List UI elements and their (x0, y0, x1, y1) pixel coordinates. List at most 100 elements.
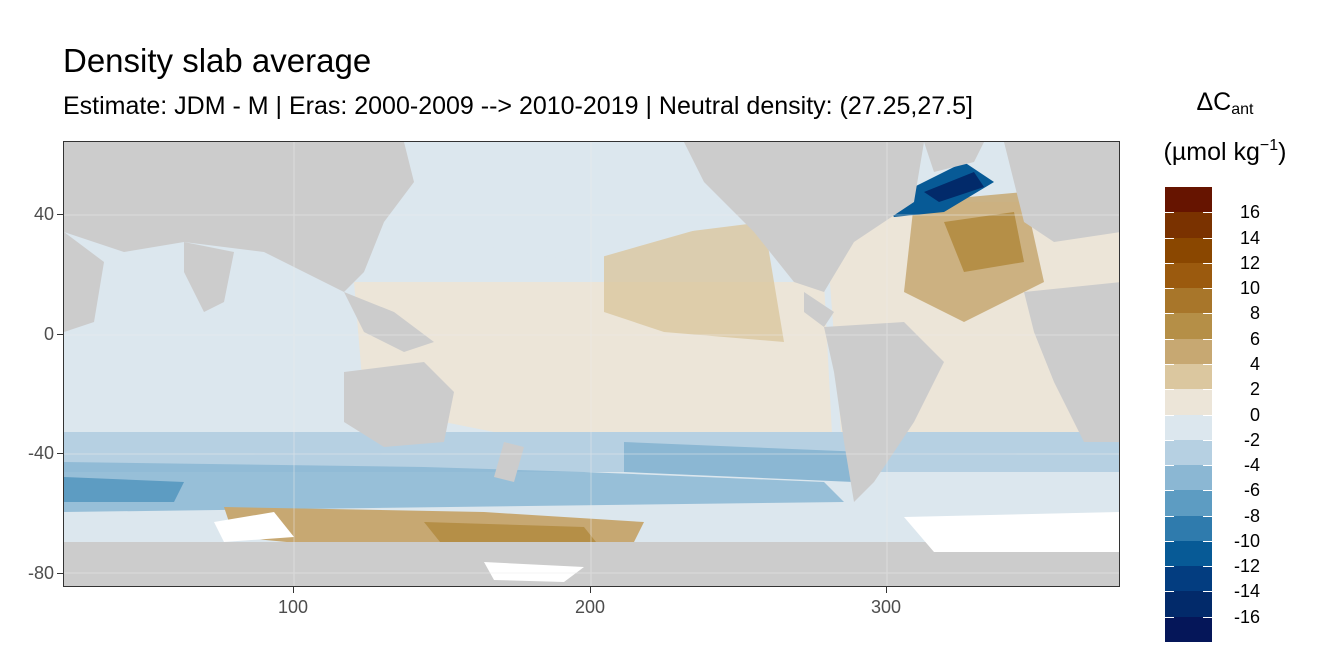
colorbar-label: 14 (1239, 227, 1260, 248)
no-data (214, 512, 1119, 582)
colorbar-segment (1165, 389, 1212, 415)
colorbar-segment (1165, 490, 1212, 517)
colorbar-segment (1165, 616, 1212, 643)
colorbar-tick (1203, 338, 1212, 340)
y-tick-mark (57, 453, 63, 454)
colorbar-tick (1203, 414, 1212, 416)
x-tick-label: 100 (277, 597, 309, 617)
colorbar-label: 12 (1239, 252, 1260, 273)
colorbar-tick (1165, 591, 1174, 593)
land-camerica (804, 292, 834, 327)
ant-nodata-1 (214, 512, 294, 542)
colorbar-segment (1165, 338, 1212, 365)
colorbar-tick (1203, 288, 1212, 290)
y-tick-mark (57, 214, 63, 215)
land-africa-west (64, 232, 104, 332)
npac-cool (394, 152, 724, 262)
land-namerica (684, 142, 924, 292)
colorbar-segment (1165, 262, 1212, 289)
colorbar-segment (1165, 212, 1212, 239)
legend-title: ΔCant (1150, 88, 1300, 119)
y-tick-label: -40 (27, 443, 54, 463)
colorbar (1165, 187, 1212, 643)
colorbar-segment (1165, 237, 1212, 264)
x-tick-mark (886, 587, 887, 593)
colorbar-tick (1165, 389, 1174, 391)
colorbar-segment (1165, 187, 1212, 213)
x-tick-label: 300 (870, 597, 902, 617)
x-tick-label: 200 (574, 597, 606, 617)
colorbar-label: 4 (1249, 353, 1260, 374)
land-nz (494, 442, 524, 482)
page-title: Density slab average (63, 42, 372, 79)
warm-patch-pacific (604, 222, 784, 342)
colorbar-tick (1165, 540, 1174, 542)
land-europe (1004, 142, 1119, 242)
colorbar-label: 16 (1239, 202, 1260, 223)
legend-unit: (µmol kg−1) (1150, 137, 1300, 167)
colorbar-tick (1203, 465, 1212, 467)
y-tick-mark (57, 334, 63, 335)
weddell-nodata (904, 512, 1119, 552)
colorbar-label: 2 (1249, 379, 1260, 400)
colorbar-tick (1165, 212, 1174, 214)
colorbar-label: -12 (1233, 556, 1260, 577)
colorbar-tick (1165, 616, 1174, 618)
land-africa-east (1024, 282, 1119, 442)
colorbar-tick (1165, 566, 1174, 568)
colorbar-tick (1203, 389, 1212, 391)
colorbar-tick (1203, 566, 1212, 568)
legend-subscript: ant (1231, 101, 1254, 118)
colorbar-tick (1203, 616, 1212, 618)
land-indonesia (344, 292, 434, 352)
map-panel (63, 141, 1120, 587)
colorbar-tick (1203, 515, 1212, 517)
colorbar-tick (1165, 515, 1174, 517)
colorbar-tick (1165, 338, 1174, 340)
colorbar-tick (1203, 212, 1212, 214)
legend-unit-sup: −1 (1259, 137, 1279, 154)
colorbar-label: 6 (1249, 328, 1260, 349)
land-asia (64, 142, 414, 292)
colorbar-label: 10 (1239, 278, 1260, 299)
colorbar-segment (1165, 566, 1212, 592)
colorbar-tick (1165, 490, 1174, 492)
land-australia (344, 362, 454, 447)
colorbar-label: -16 (1233, 606, 1260, 627)
y-tick-label: 40 (33, 204, 54, 224)
colorbar-segment (1165, 363, 1212, 390)
colorbar-label: -4 (1243, 455, 1260, 476)
x-tick-mark (590, 587, 591, 593)
colorbar-segment (1165, 515, 1212, 542)
colorbar-tick (1203, 363, 1212, 365)
colorbar-label: -14 (1233, 581, 1260, 602)
labrador-core (924, 172, 984, 202)
colorbar-label: 8 (1249, 303, 1260, 324)
so-band-2 (64, 462, 844, 512)
colorbar-segment (1165, 288, 1212, 314)
page-subtitle: Estimate: JDM - M | Eras: 2000-2009 --> … (63, 92, 973, 120)
gridlines (64, 142, 1119, 586)
colorbar-segment (1165, 414, 1212, 441)
colorbar-label: -2 (1243, 429, 1260, 450)
so-band-3 (624, 442, 864, 482)
x-tick-mark (293, 587, 294, 593)
y-tick-mark (57, 573, 63, 574)
colorbar-tick (1165, 313, 1174, 315)
colorbar-tick (1165, 465, 1174, 467)
colorbar-tick (1203, 490, 1212, 492)
colorbar-label: 0 (1249, 404, 1260, 425)
warm-core-natl (944, 212, 1024, 272)
colorbar-tick (1165, 237, 1174, 239)
colorbar-segment (1165, 439, 1212, 466)
legend-symbol: ΔC (1196, 88, 1232, 116)
so-band-4 (64, 477, 184, 502)
colorbar-segment (1165, 540, 1212, 567)
colorbar-tick (1165, 262, 1174, 264)
colorbar-tick (1165, 363, 1174, 365)
colorbar-segment (1165, 465, 1212, 491)
ocean-map (64, 142, 1119, 586)
colorbar-tick (1203, 262, 1212, 264)
colorbar-label: -8 (1243, 505, 1260, 526)
ant-nodata-2 (484, 562, 584, 582)
